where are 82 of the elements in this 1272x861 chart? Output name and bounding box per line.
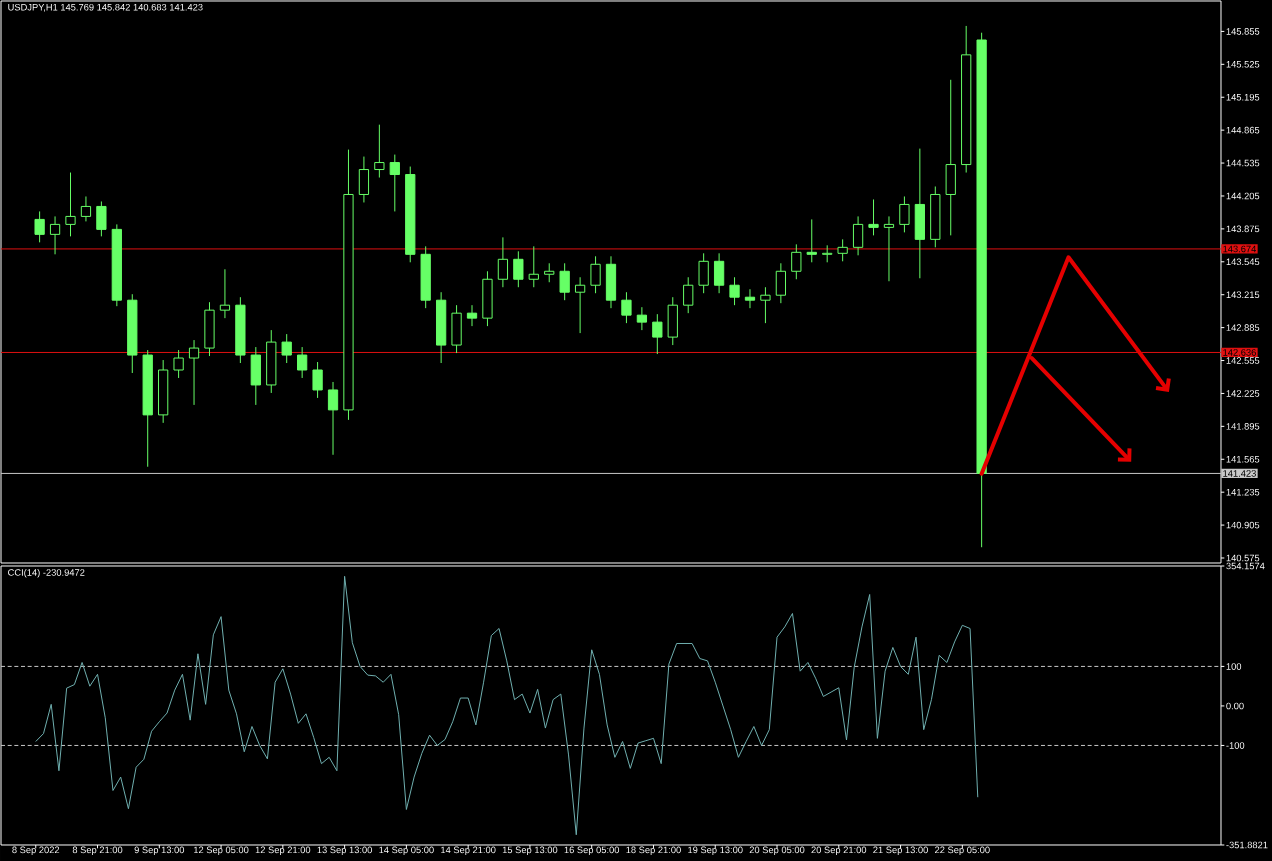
y-tick-label: 145.855 (1226, 28, 1260, 35)
x-tick-label: 18 Sep 21:00 (626, 846, 681, 856)
candlestick (652, 313, 663, 355)
y-tick-label: 144.535 (1226, 159, 1260, 167)
candlestick (636, 306, 648, 331)
y-tick-label: 142.225 (1226, 390, 1260, 397)
candlestick (281, 333, 292, 364)
candlestick (219, 268, 231, 319)
y-tick-label: -351.8821 (1226, 841, 1268, 849)
y-tick-label: 145.525 (1226, 61, 1260, 68)
candlestick (49, 215, 61, 255)
candlestick (497, 236, 509, 288)
candlestick (760, 286, 771, 324)
candlestick (868, 198, 879, 236)
y-tick-label: 144.205 (1226, 192, 1260, 200)
candlestick (173, 349, 184, 379)
candlestick (327, 381, 339, 456)
x-tick-label: 9 Sep 13:00 (134, 846, 185, 856)
candlestick (65, 172, 76, 237)
y-tick-label: 141.565 (1226, 455, 1260, 463)
y-tick-label: 140.905 (1226, 521, 1260, 529)
candlestick (96, 200, 107, 237)
y-tick-label: 143.875 (1226, 225, 1260, 233)
candlestick (513, 250, 524, 288)
candlestick (528, 245, 539, 288)
candlestick (297, 346, 308, 379)
ref-line-label: 141.423 (1223, 470, 1256, 477)
x-tick-label: 16 Sep 05:00 (564, 846, 620, 856)
candlestick (621, 291, 632, 324)
candlestick (574, 276, 586, 334)
candlestick (729, 276, 740, 306)
y-tick-label: 354.1574 (1226, 562, 1265, 570)
x-tick-label: 14 Sep 21:00 (441, 846, 496, 856)
x-tick-label: 21 Sep 13:00 (873, 846, 928, 856)
y-tick-label: 141.895 (1226, 423, 1260, 430)
ref-line-label: 143.674 (1223, 245, 1257, 253)
x-tick-label: 8 Sep 21:00 (72, 846, 123, 856)
candlestick (698, 252, 709, 294)
ref-line-label: 142.636 (1223, 349, 1256, 356)
x-tick-label: 8 Sep 2022 (12, 846, 60, 856)
y-tick-label: 143.215 (1226, 291, 1260, 298)
candlestick (713, 252, 725, 294)
y-tick-label: 140.575 (1226, 554, 1260, 562)
candlestick (80, 195, 92, 222)
candlestick (683, 276, 694, 314)
candlestick (883, 215, 895, 282)
candlestick (852, 215, 864, 256)
y-tick-label: 141.235 (1226, 488, 1260, 496)
candlestick (188, 339, 200, 406)
x-tick-label: 22 Sep 05:00 (935, 846, 990, 856)
candlestick (806, 218, 817, 263)
candlestick (837, 238, 848, 262)
x-tick-label: 12 Sep 21:00 (255, 846, 311, 856)
candlestick (34, 210, 45, 243)
x-tick-label: 20 Sep 05:00 (749, 846, 805, 856)
y-tick-label: 142.885 (1226, 324, 1260, 331)
chart-title: USDJPY,H1 145.769 145.842 140.683 141.423 (8, 3, 203, 12)
y-tick-label: -100 (1226, 742, 1245, 749)
x-tick-label: 12 Sep 05:00 (194, 846, 249, 856)
chart-title: CCI(14) -230.9472 (8, 568, 85, 578)
y-tick-label: 100 (1226, 663, 1242, 670)
y-tick-label: 145.195 (1226, 93, 1260, 101)
candlestick (312, 361, 323, 399)
x-tick-label: 19 Sep 13:00 (688, 846, 743, 856)
x-tick-label: 20 Sep 21:00 (811, 846, 867, 856)
candlestick (590, 255, 601, 294)
y-tick-label: 143.545 (1226, 258, 1260, 266)
candlestick (744, 288, 756, 309)
x-tick-label: 15 Sep 13:00 (502, 846, 558, 856)
candlestick (899, 195, 910, 233)
candlestick (775, 262, 787, 304)
x-tick-label: 13 Sep 13:00 (317, 846, 373, 856)
candlestick (389, 154, 400, 212)
candlestick (466, 304, 478, 327)
y-tick-label: 0.00 (1226, 702, 1244, 710)
candlestick (559, 262, 570, 301)
x-tick-label: 14 Sep 05:00 (379, 846, 434, 856)
candlestick (544, 262, 555, 283)
candlestick (791, 243, 802, 280)
y-tick-label: 142.555 (1226, 357, 1260, 364)
y-tick-label: 144.865 (1226, 126, 1260, 134)
candlestick (374, 124, 385, 179)
